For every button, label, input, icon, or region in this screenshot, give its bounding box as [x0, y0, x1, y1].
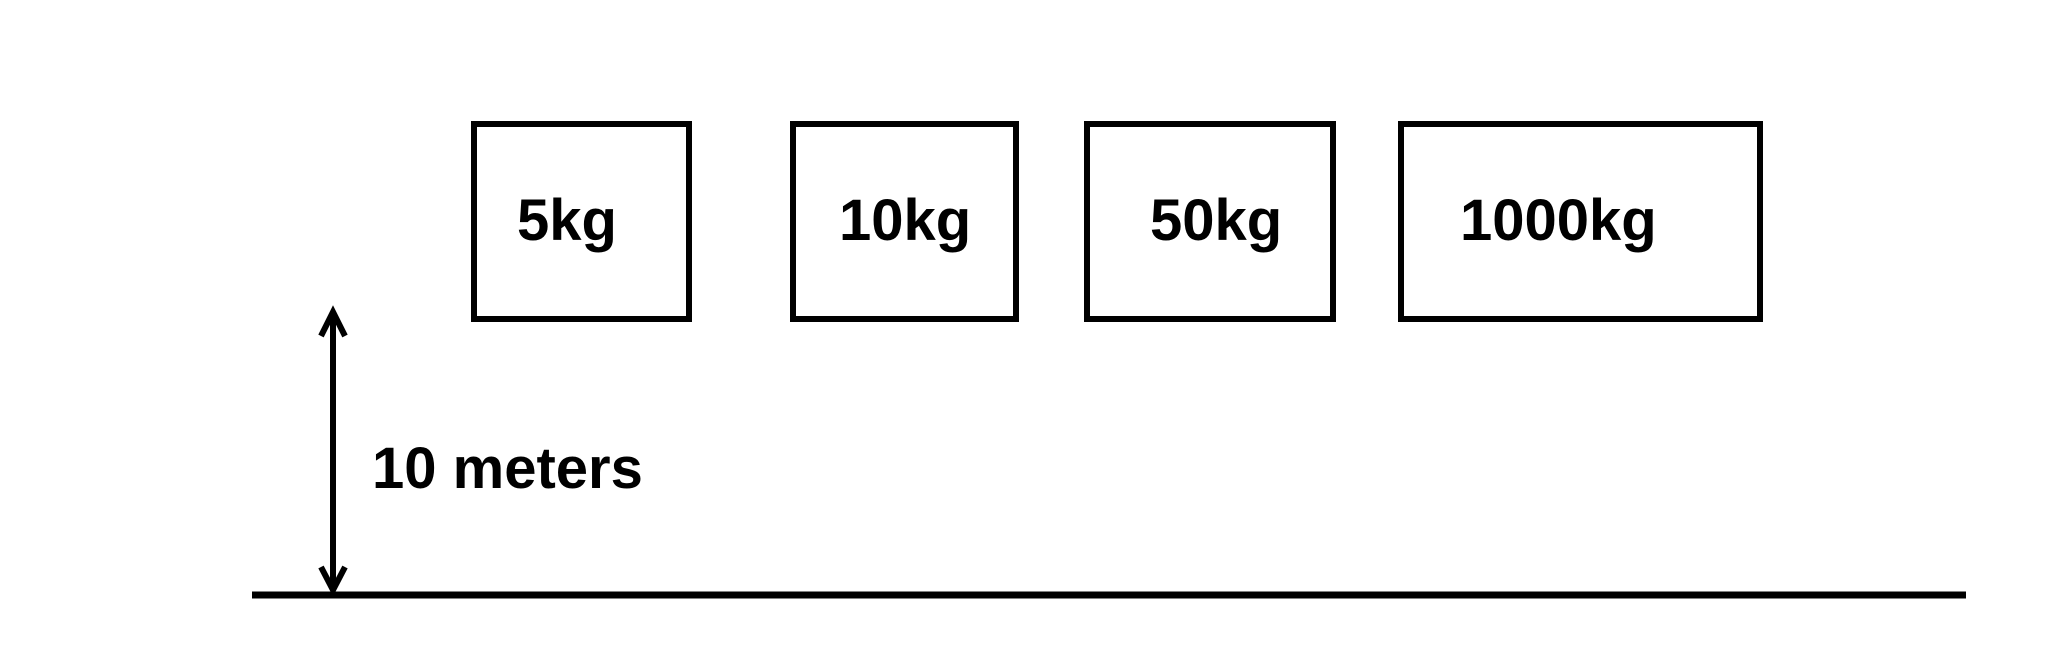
mass-label-5kg: 5kg [517, 188, 617, 253]
mass-box-10kg [790, 121, 1019, 322]
mass-box-5kg [471, 121, 692, 322]
mass-label-50kg: 50kg [1150, 188, 1283, 253]
height-arrow-head-bottom [318, 565, 348, 597]
height-label: 10 meters [372, 436, 643, 501]
mass-label-1000kg: 1000kg [1460, 188, 1657, 253]
mass-box-50kg [1084, 121, 1336, 322]
mass-label-10kg: 10kg [839, 188, 972, 253]
height-arrow-head-top [318, 305, 348, 338]
mass-box-1000kg [1398, 121, 1763, 322]
